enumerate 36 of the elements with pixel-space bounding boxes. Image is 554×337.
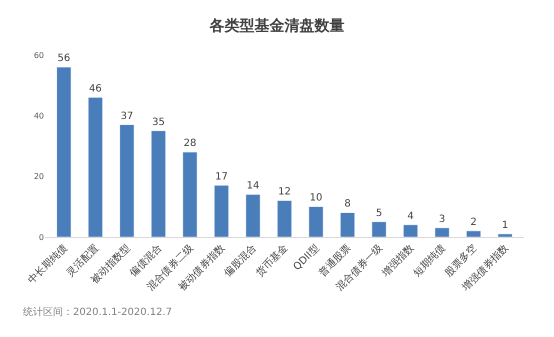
bar xyxy=(214,185,229,237)
bar xyxy=(498,234,512,237)
data-label: 37 xyxy=(120,110,134,122)
data-label: 17 xyxy=(215,171,228,182)
data-label: 2 xyxy=(470,216,477,228)
y-tick-label: 60 xyxy=(34,50,44,60)
data-label: 12 xyxy=(278,186,291,198)
data-label: 5 xyxy=(376,208,382,219)
text: 统计区间：2020.1.1-2020.12.7 xyxy=(23,306,172,318)
bar xyxy=(246,194,260,237)
data-label: 46 xyxy=(89,83,102,94)
bar xyxy=(434,228,450,237)
bar xyxy=(308,206,324,237)
y-tick-label: 0 xyxy=(38,232,44,242)
data-label: 10 xyxy=(310,192,322,204)
bar xyxy=(88,97,103,237)
bar xyxy=(120,124,134,237)
bar xyxy=(372,222,386,237)
data-label: 8 xyxy=(344,198,351,210)
data-label: 35 xyxy=(152,116,165,128)
data-label: 3 xyxy=(438,214,446,225)
bar xyxy=(340,212,355,237)
y-tick-label: 20 xyxy=(34,172,44,182)
data-label: 1 xyxy=(502,220,508,231)
chart-title: 各类型基金清盘数量 xyxy=(208,16,344,35)
bar xyxy=(466,230,481,237)
bar xyxy=(182,152,198,237)
bar xyxy=(403,224,418,237)
y-tick-label: 40 xyxy=(34,111,44,120)
data-label: 56 xyxy=(58,53,70,64)
data-label: 4 xyxy=(407,210,414,222)
data-label: 28 xyxy=(184,138,196,150)
bar xyxy=(277,200,292,237)
bar xyxy=(56,66,72,237)
data-label: 14 xyxy=(246,180,260,192)
bar xyxy=(151,130,166,237)
